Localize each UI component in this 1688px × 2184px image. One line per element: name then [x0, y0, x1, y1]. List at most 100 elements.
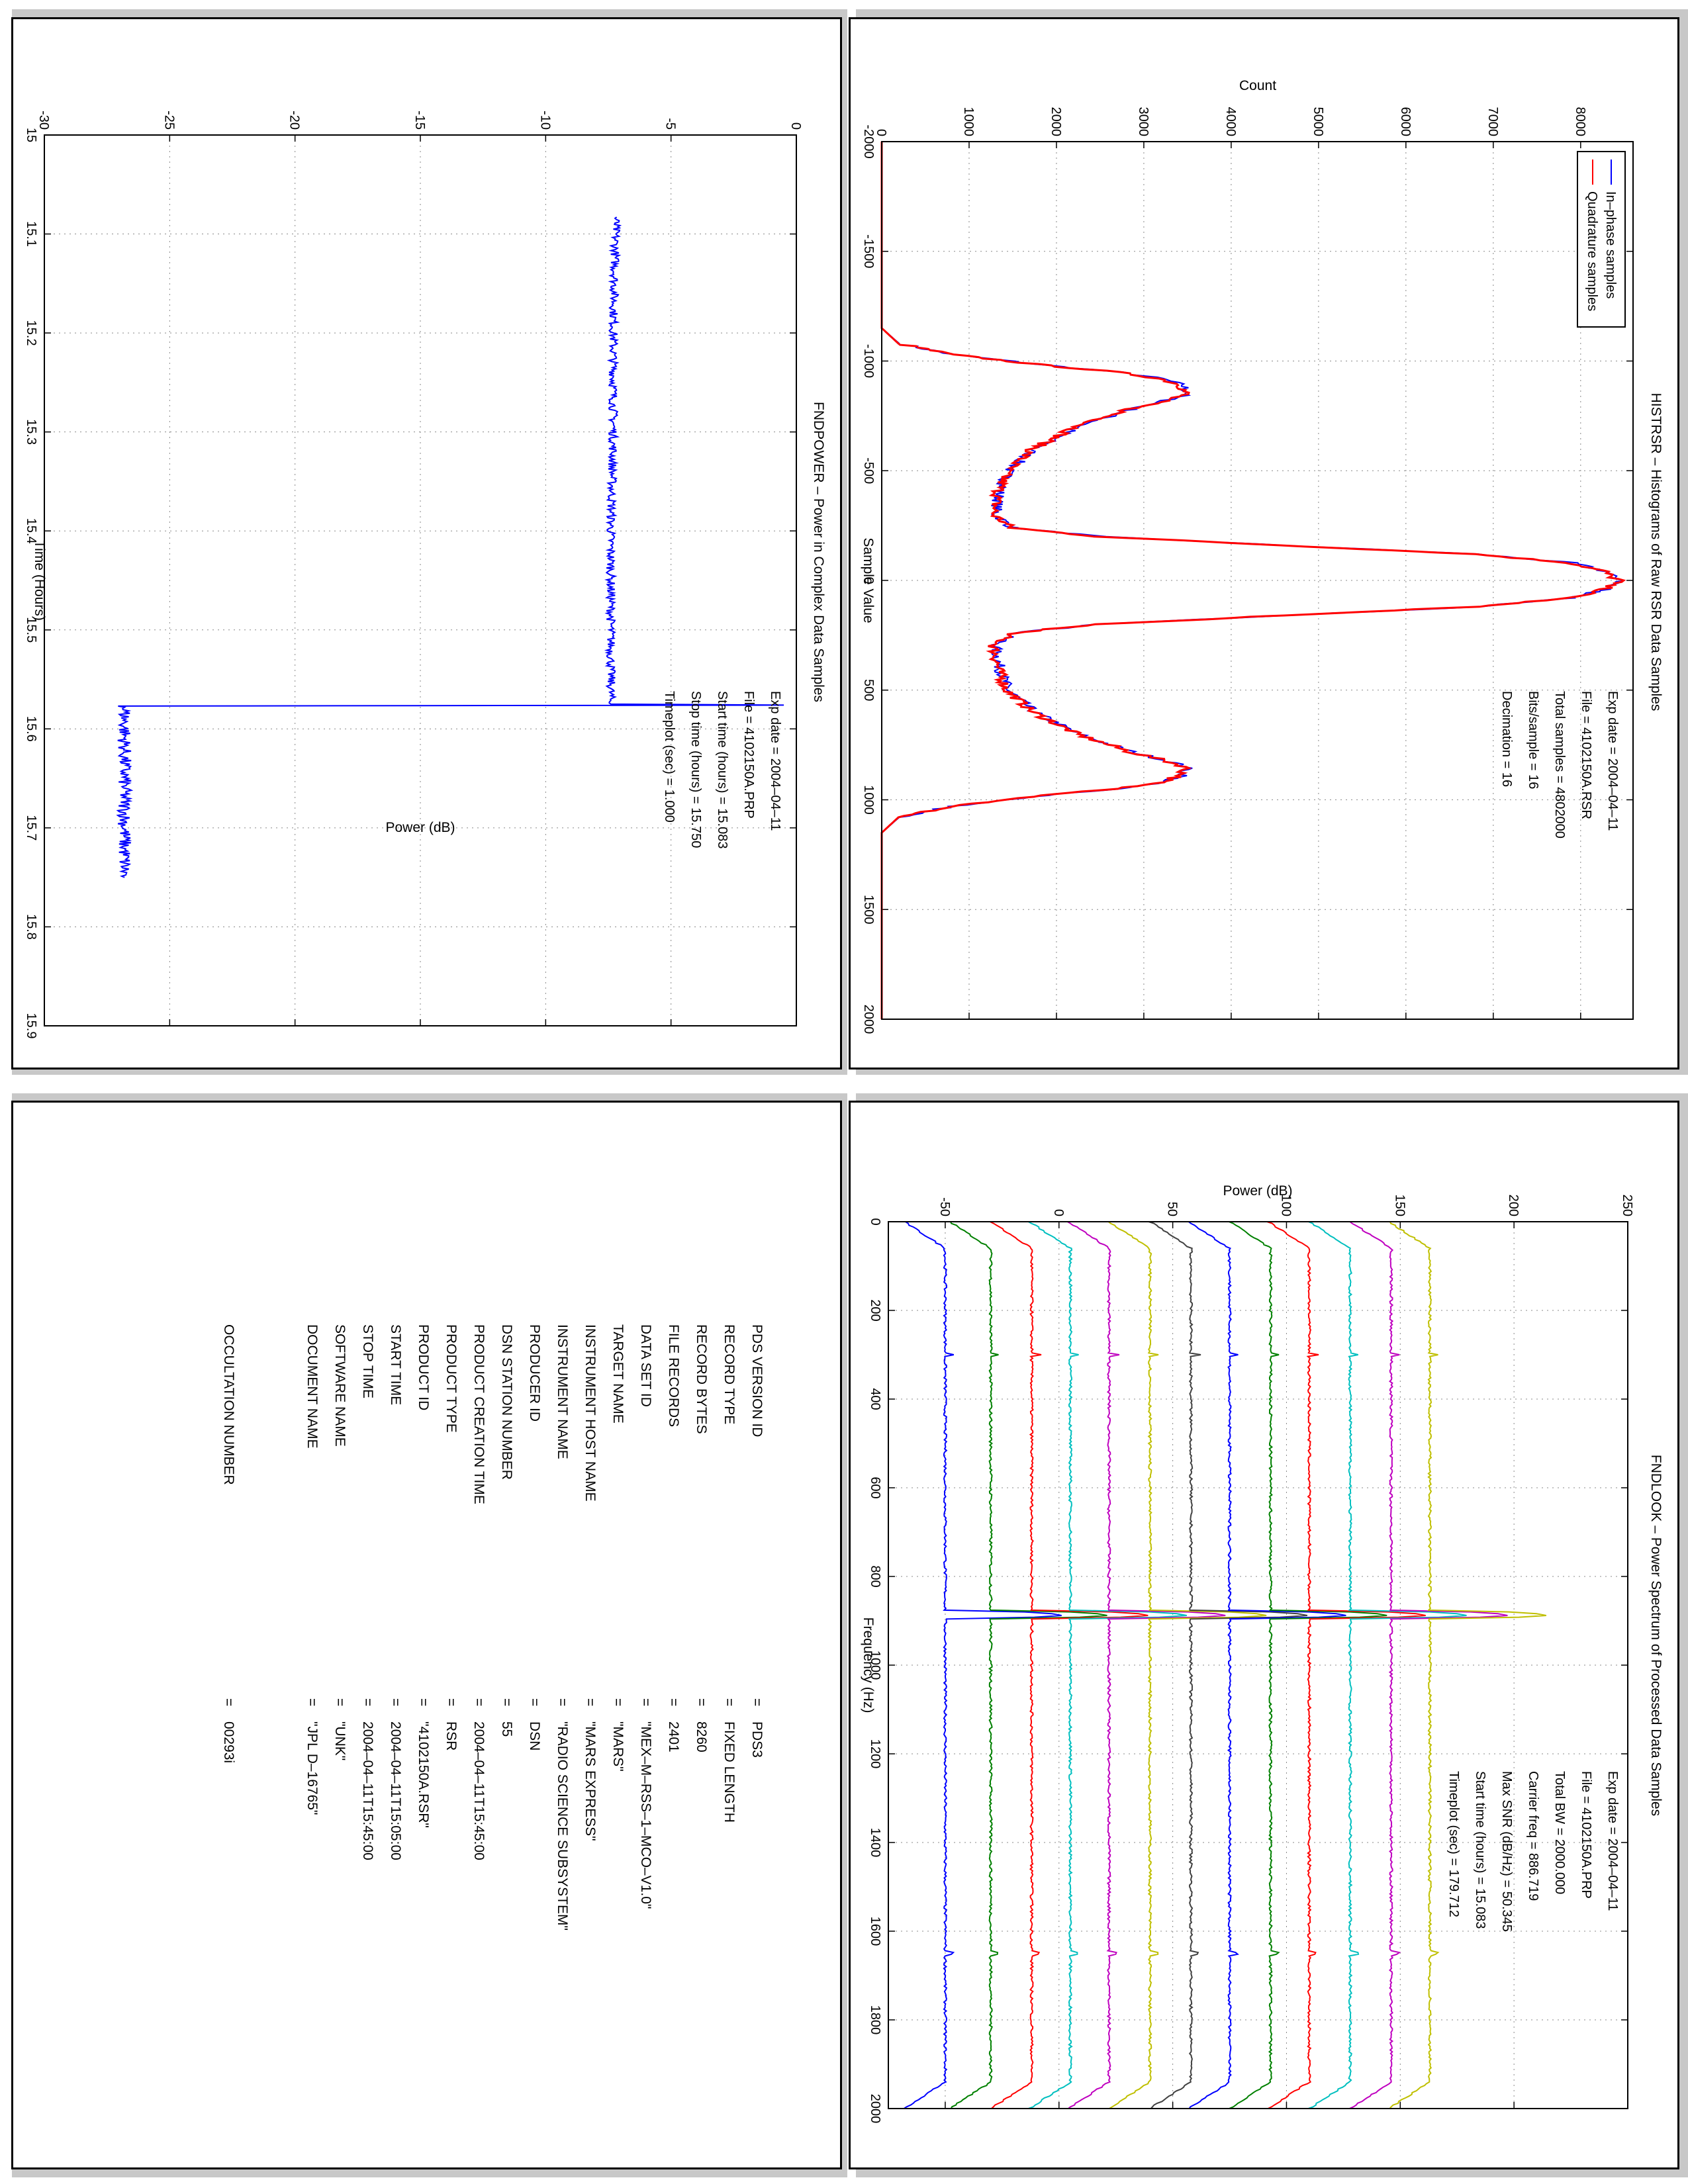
x-tick-label: 2000	[861, 1005, 876, 1034]
label-equals: =	[360, 1698, 375, 1707]
label-equals: =	[749, 1698, 765, 1707]
histogram-series-line	[881, 142, 1624, 1019]
pow-file: File = 4102150A.PRP	[741, 691, 756, 819]
label-key: STOP TIME	[360, 1324, 375, 1399]
x-tick-label: 800	[868, 1565, 882, 1587]
label-equals: =	[388, 1698, 403, 1707]
x-tick-label: 200	[868, 1299, 882, 1321]
x-tick-label: 1200	[868, 1739, 882, 1769]
label-value: "UNK"	[332, 1721, 348, 1761]
spec-exp-date: Exp date = 2004–04–11	[1605, 1771, 1620, 1911]
y-tick-label: 0	[1051, 1209, 1066, 1216]
spectrum-series-line	[1028, 1221, 1187, 2109]
label-value: "RADIO SCIENCE SUBSYSTEM"	[555, 1721, 570, 1931]
power-chart: FNDPOWER – Power in Complex Data Samples…	[24, 111, 826, 1039]
x-tick-label: 1000	[861, 785, 876, 815]
y-tick-label: -50	[937, 1197, 952, 1216]
spec-timeplot: Timeplot (sec) = 179.712	[1446, 1771, 1461, 1917]
legend-quadrature: Quadrature samples	[1585, 191, 1599, 311]
label-key: PDS VERSION ID	[749, 1324, 765, 1437]
y-tick-label: 4000	[1223, 107, 1238, 137]
histogram-title: HISTRSR – Histograms of Raw RSR Data Sam…	[1648, 393, 1664, 711]
spectrum-series-line	[1389, 1221, 1546, 2109]
hist-total-samples: Total samples = 4802000	[1552, 691, 1567, 839]
label-equals: =	[499, 1698, 514, 1707]
y-tick-label: 5000	[1311, 107, 1325, 137]
x-tick-label: 15.3	[24, 419, 38, 445]
label-equals: =	[583, 1698, 598, 1707]
label-equals: =	[610, 1698, 626, 1707]
y-tick-label: 3000	[1136, 107, 1150, 137]
y-tick-label: -30	[36, 111, 51, 130]
x-tick-label: 1000	[868, 1651, 882, 1680]
x-tick-label: 1800	[868, 2005, 882, 2035]
label-key: PRODUCT TYPE	[444, 1324, 459, 1433]
x-tick-label: 15.8	[24, 914, 38, 940]
label-equals: =	[332, 1698, 348, 1707]
spectrum-series-line	[1266, 1221, 1426, 2109]
y-tick-label: 0	[788, 122, 803, 130]
spectrum-series-line	[1349, 1221, 1508, 2109]
hist-decimation: Decimation = 16	[1499, 691, 1514, 787]
label-key: PRODUCT CREATION TIME	[471, 1324, 487, 1504]
label-value: 2004–04–11T15:45:00	[471, 1721, 487, 1860]
pds-label-list: PDS VERSION ID = PDS3 RECORD TYPE = FIXED LEN…	[36, 1324, 765, 2118]
label-equals: =	[527, 1698, 542, 1707]
histogram-panel: HISTRSR – Histograms of Raw RSR Data Sam…	[849, 17, 1679, 1069]
power-ylabel: Power (dB)	[385, 820, 455, 835]
pow-timeplot: Timeplot (sec) = 1.000	[662, 691, 677, 823]
label-equals: =	[444, 1698, 459, 1707]
power-info: Exp date = 2004–04–11 File = 4102150A.PR…	[662, 691, 782, 848]
label-equals: =	[722, 1698, 737, 1707]
label-equals: =	[666, 1698, 681, 1707]
y-tick-label: 6000	[1398, 107, 1413, 137]
label-value: "MARS"	[610, 1721, 626, 1772]
spec-total-bw: Total BW = 2000.000	[1552, 1771, 1567, 1894]
hist-file: File = 4102150A.RSR	[1579, 691, 1593, 819]
label-key: PRODUCER ID	[527, 1324, 542, 1422]
x-tick-label: 15.9	[24, 1013, 38, 1039]
x-tick-label: 15.4	[24, 518, 38, 544]
label-value: FIXED LENGTH	[722, 1721, 737, 1823]
label-key: DOCUMENT NAME	[305, 1324, 320, 1449]
x-tick-label: -1500	[861, 234, 876, 268]
spec-max-snr: Max SNR (dB/Hz) = 50.345	[1499, 1771, 1514, 1932]
y-tick-label: -5	[663, 118, 678, 130]
label-value: DSN	[527, 1721, 542, 1751]
label-key: RECORD BYTES	[694, 1324, 709, 1434]
y-tick-label: 0	[874, 129, 888, 136]
pow-start-time: Start time (hours) = 15.083	[715, 691, 729, 848]
power-title: FNDPOWER – Power in Complex Data Samples	[811, 402, 826, 702]
x-tick-label: 600	[868, 1477, 882, 1498]
label-key: DSN STATION NUMBER	[499, 1324, 514, 1480]
spectrum-series-line	[1107, 1221, 1267, 2109]
spectrum-series-line	[1308, 1221, 1467, 2109]
x-tick-label: 1400	[868, 1828, 882, 1858]
label-equals: =	[694, 1698, 709, 1707]
y-tick-label: 50	[1165, 1202, 1180, 1216]
spectrum-series-line	[904, 1221, 1062, 2109]
y-tick-label: 100	[1278, 1195, 1293, 1216]
spec-carrier-freq: Carrier freq = 886.719	[1526, 1771, 1540, 1901]
spectrum-series-line	[1229, 1221, 1387, 2109]
histogram-legend: In–phase samples Quadrature samples	[1577, 151, 1626, 328]
x-tick-label: 0	[861, 576, 876, 584]
label-panel: PDS VERSION ID = PDS3 RECORD TYPE = FIXED LEN…	[11, 1101, 842, 2169]
x-tick-label: 0	[868, 1218, 882, 1225]
spectrum-chart: FNDLOOK – Power Spectrum of Processed Da…	[861, 1183, 1664, 2123]
label-key: SOFTWARE NAME	[332, 1324, 348, 1447]
label-value: "JPL D–16765"	[305, 1721, 320, 1815]
pow-stop-time: Stop time (hours) = 15.750	[688, 691, 703, 848]
label-equals: =	[638, 1698, 653, 1707]
spectrum-title: FNDLOOK – Power Spectrum of Processed Da…	[1648, 1455, 1664, 1816]
label-equals: =	[305, 1698, 320, 1707]
x-tick-label: 15.6	[24, 716, 38, 742]
y-tick-label: -10	[538, 111, 552, 130]
y-tick-label: 150	[1392, 1195, 1407, 1216]
spec-start-time: Start time (hours) = 15.083	[1473, 1771, 1487, 1929]
histogram-ylabel: Count	[1239, 78, 1276, 93]
label-value: 8260	[694, 1721, 709, 1752]
power-panel: FNDPOWER – Power in Complex Data Samples…	[11, 17, 842, 1069]
histogram-xlabel: Sample Value	[861, 537, 876, 623]
occultation-value: 00293i	[221, 1721, 236, 1764]
